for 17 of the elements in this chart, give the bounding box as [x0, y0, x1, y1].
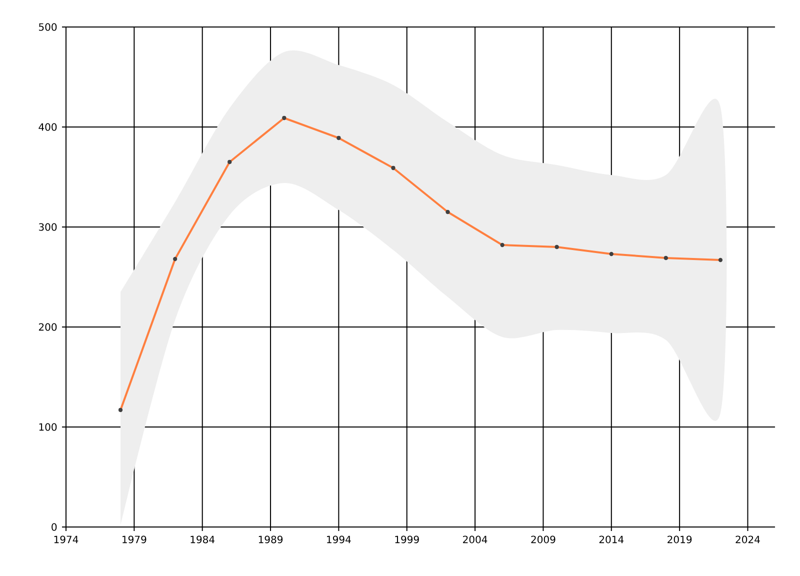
x-tick-label: 2024: [736, 536, 760, 544]
x-tick-label: 1994: [327, 536, 351, 544]
x-tick-label: 2009: [531, 536, 556, 544]
x-tick-label: 1999: [395, 536, 419, 544]
x-tick-label: 2014: [599, 536, 624, 544]
x-tick-label: 2004: [463, 536, 488, 544]
y-tick-label: 400: [38, 123, 57, 131]
x-tick-label: 1979: [122, 536, 146, 544]
y-tick-label: 200: [38, 323, 57, 331]
y-tick-label: 0: [52, 523, 57, 531]
x-tick-label: 1989: [258, 536, 283, 544]
y-tick-label: 300: [38, 223, 57, 231]
x-tick-label: 1984: [190, 536, 214, 544]
y-tick-label: 500: [38, 23, 57, 31]
x-tick-label: 2019: [668, 536, 692, 544]
y-tick-label: 100: [39, 423, 57, 431]
x-tick-label: 1974: [54, 536, 78, 544]
